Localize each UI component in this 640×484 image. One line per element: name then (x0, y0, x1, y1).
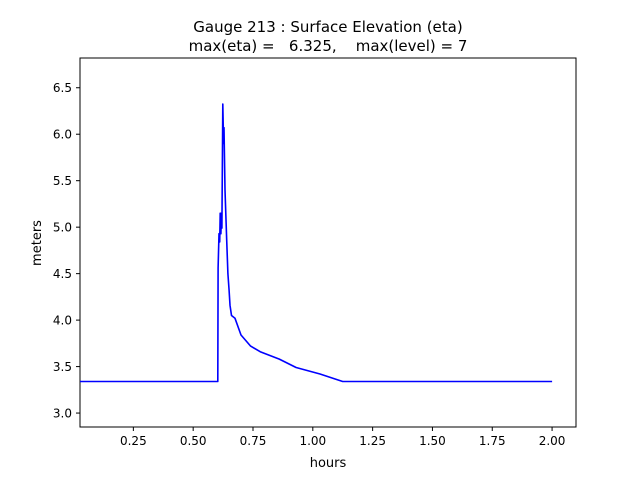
x-tick-label: 0.25 (120, 434, 147, 448)
y-tick-label: 6.5 (53, 81, 72, 95)
y-tick-label: 5.0 (53, 221, 72, 235)
series-line-eta (80, 103, 553, 383)
y-axis-label: meters (30, 220, 45, 266)
x-tick-label: 0.50 (180, 434, 207, 448)
x-axis: 0.25 0.50 0.75 1.00 1.25 1.50 1.75 2.00 (120, 427, 565, 448)
x-tick-label: 1.75 (479, 434, 506, 448)
series-lines (80, 103, 553, 383)
y-tick-label: 5.5 (53, 174, 72, 188)
x-axis-label: hours (310, 456, 347, 471)
y-tick-label: 4.0 (53, 314, 72, 328)
y-tick-label: 3.0 (53, 407, 72, 421)
x-tick-label: 2.00 (539, 434, 566, 448)
x-tick-label: 1.00 (299, 434, 326, 448)
plot-area (79, 57, 577, 428)
chart-title: Gauge 213 : Surface Elevation (eta) (193, 18, 462, 36)
y-tick-label: 6.0 (53, 128, 72, 142)
chart-subtitle: max(eta) = 6.325, max(level) = 7 (189, 37, 468, 55)
y-tick-label: 3.5 (53, 360, 72, 374)
y-tick-label: 4.5 (53, 267, 72, 281)
x-tick-label: 1.25 (359, 434, 386, 448)
y-axis: 3.0 3.5 4.0 4.5 5.0 5.5 6.0 6.5 (53, 81, 80, 421)
x-tick-label: 1.50 (419, 434, 446, 448)
x-tick-label: 0.75 (240, 434, 267, 448)
